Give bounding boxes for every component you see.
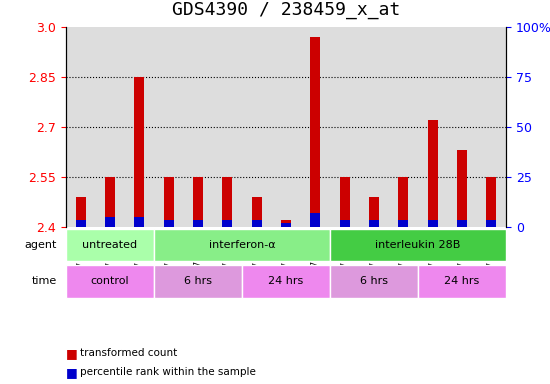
Bar <box>134 217 145 227</box>
Text: ■: ■ <box>66 366 78 379</box>
FancyBboxPatch shape <box>418 265 506 298</box>
Text: control: control <box>91 276 129 286</box>
Bar <box>105 177 115 227</box>
Bar <box>222 177 233 227</box>
Text: agent: agent <box>25 240 57 250</box>
Bar <box>486 177 497 227</box>
Bar <box>105 217 115 227</box>
Bar <box>163 220 174 227</box>
Bar <box>427 120 438 227</box>
Bar <box>398 177 409 227</box>
Bar <box>310 37 321 227</box>
Bar <box>75 197 86 227</box>
Bar <box>163 177 174 227</box>
FancyBboxPatch shape <box>330 228 506 262</box>
Bar <box>193 220 203 227</box>
Bar <box>457 150 467 227</box>
Bar <box>427 220 438 227</box>
Text: 6 hrs: 6 hrs <box>184 276 212 286</box>
FancyBboxPatch shape <box>330 265 418 298</box>
Bar <box>222 220 233 227</box>
FancyBboxPatch shape <box>154 228 330 262</box>
Bar <box>281 220 291 227</box>
Text: ■: ■ <box>66 347 78 360</box>
Text: time: time <box>32 276 57 286</box>
Bar <box>310 214 321 227</box>
Bar <box>339 177 350 227</box>
Bar <box>398 220 409 227</box>
Bar <box>134 77 145 227</box>
Text: untreated: untreated <box>82 240 138 250</box>
Bar <box>486 220 497 227</box>
Text: percentile rank within the sample: percentile rank within the sample <box>80 367 256 377</box>
Bar <box>251 220 262 227</box>
Bar <box>339 220 350 227</box>
Bar <box>281 223 291 227</box>
Bar <box>251 197 262 227</box>
Bar <box>369 220 379 227</box>
Text: transformed count: transformed count <box>80 348 177 358</box>
FancyBboxPatch shape <box>242 265 330 298</box>
Text: GDS4390 / 238459_x_at: GDS4390 / 238459_x_at <box>172 1 400 19</box>
Bar <box>193 177 203 227</box>
Bar <box>457 220 467 227</box>
Text: interleukin 28B: interleukin 28B <box>375 240 461 250</box>
Text: 6 hrs: 6 hrs <box>360 276 388 286</box>
FancyBboxPatch shape <box>66 265 154 298</box>
FancyBboxPatch shape <box>66 228 154 262</box>
FancyBboxPatch shape <box>154 265 242 298</box>
Bar <box>75 220 86 227</box>
Bar <box>369 197 379 227</box>
Text: interferon-α: interferon-α <box>208 240 276 250</box>
Text: 24 hrs: 24 hrs <box>444 276 480 286</box>
Text: 24 hrs: 24 hrs <box>268 276 304 286</box>
